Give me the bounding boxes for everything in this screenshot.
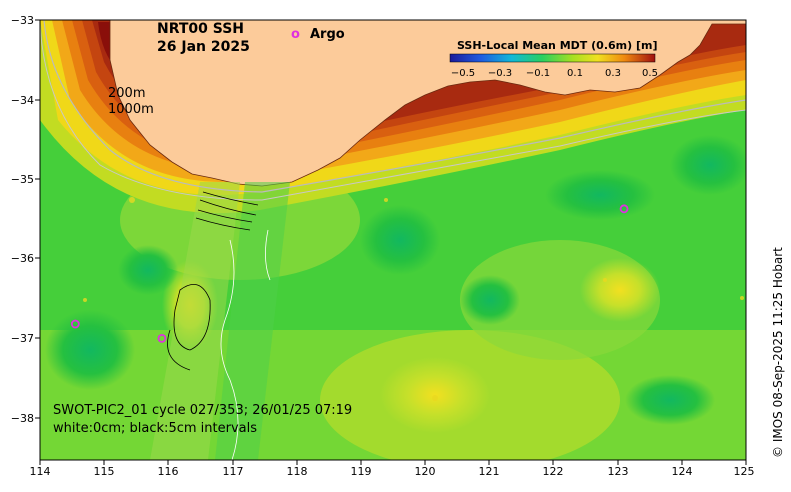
x-tick-label: 124	[672, 465, 693, 478]
y-tick-label: −34	[11, 94, 34, 107]
argo-legend-label: Argo	[310, 27, 345, 42]
x-tick-label: 117	[223, 465, 244, 478]
map-title-line2: 26 Jan 2025	[157, 39, 250, 55]
depth-label-1000m: 1000m	[108, 102, 154, 117]
argo-legend-marker: o	[291, 27, 300, 42]
x-tick-label: 115	[94, 465, 115, 478]
x-tick-label: 114	[30, 465, 51, 478]
swath-info-line1: SWOT-PIC2_01 cycle 027/353; 26/01/25 07:…	[53, 403, 352, 418]
swot-swath	[150, 182, 240, 460]
argo-floats	[70, 204, 629, 343]
y-tick-label: −36	[11, 252, 34, 265]
colorbar: SSH-Local Mean MDT (0.6m) [m] −0.5 −0.3 …	[449, 39, 658, 79]
colorbar-tick: −0.3	[488, 68, 512, 79]
map-title-line1: NRT00 SSH	[157, 21, 244, 37]
credit-text: © IMOS 08-Sep-2025 11:25 Hobart	[771, 247, 785, 458]
colorbar-tick: 0.3	[605, 68, 621, 79]
y-tick-label: −35	[11, 173, 34, 186]
x-tick-label: 125	[734, 465, 755, 478]
colorbar-tick: −0.1	[526, 68, 550, 79]
x-tick-label: 118	[287, 465, 308, 478]
x-axis: 114 115 116 117 118 119 120 121 122 123 …	[30, 465, 755, 478]
swath-info-line2: white:0cm; black:5cm intervals	[53, 421, 257, 436]
y-tick-label: −38	[11, 412, 34, 425]
x-tick-label: 123	[608, 465, 629, 478]
x-tick-label: 122	[543, 465, 564, 478]
y-tick-label: −37	[11, 332, 34, 345]
argo-float-marker	[619, 204, 629, 214]
y-tick-label: −33	[11, 14, 34, 27]
y-axis: −33 −34 −35 −36 −37 −38	[11, 14, 34, 425]
depth-label-200m: 200m	[108, 86, 145, 101]
colorbar-title: SSH-Local Mean MDT (0.6m) [m]	[457, 39, 657, 52]
colorbar-tick: 0.5	[642, 68, 658, 79]
argo-float-marker	[157, 333, 167, 343]
x-tick-label: 116	[158, 465, 179, 478]
colorbar-tick: −0.5	[451, 68, 475, 79]
x-tick-label: 121	[479, 465, 500, 478]
colorbar-tick: 0.1	[567, 68, 583, 79]
colorbar-ramp	[449, 53, 656, 63]
x-tick-label: 120	[415, 465, 436, 478]
argo-float-marker	[70, 319, 80, 329]
x-tick-label: 119	[351, 465, 372, 478]
